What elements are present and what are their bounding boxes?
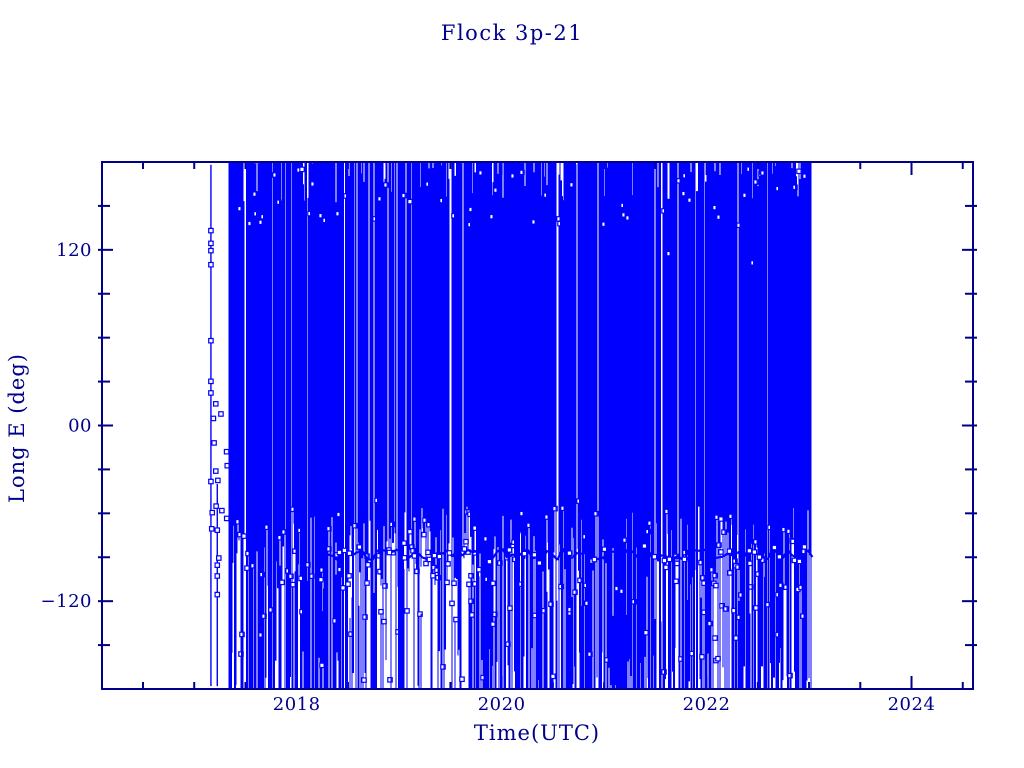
tick-labels: 2018 2020 2022 2024 120 00 −120 [41, 240, 936, 715]
y-tick-label: 00 [68, 416, 92, 437]
x-tick-label: 2022 [683, 694, 731, 715]
chart-title: Flock 3p-21 [441, 21, 583, 45]
plot-frame [101, 161, 974, 690]
data-series [208, 163, 814, 688]
y-tick-label: 120 [56, 240, 92, 261]
x-axis-title: Time(UTC) [474, 721, 600, 745]
y-tick-label: −120 [41, 591, 92, 612]
x-tick-label: 2020 [478, 694, 526, 715]
x-tick-label: 2024 [888, 694, 936, 715]
x-tick-label: 2018 [273, 694, 321, 715]
y-axis-title: Long E (deg) [5, 353, 29, 503]
